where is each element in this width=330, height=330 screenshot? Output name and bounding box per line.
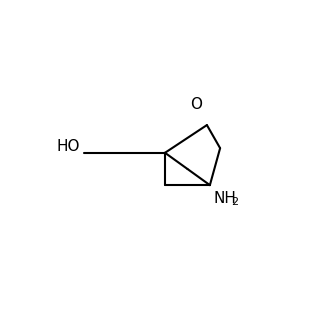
Text: HO: HO	[56, 139, 80, 154]
Text: O: O	[190, 97, 202, 112]
Text: NH: NH	[214, 191, 237, 206]
Text: 2: 2	[231, 197, 238, 207]
